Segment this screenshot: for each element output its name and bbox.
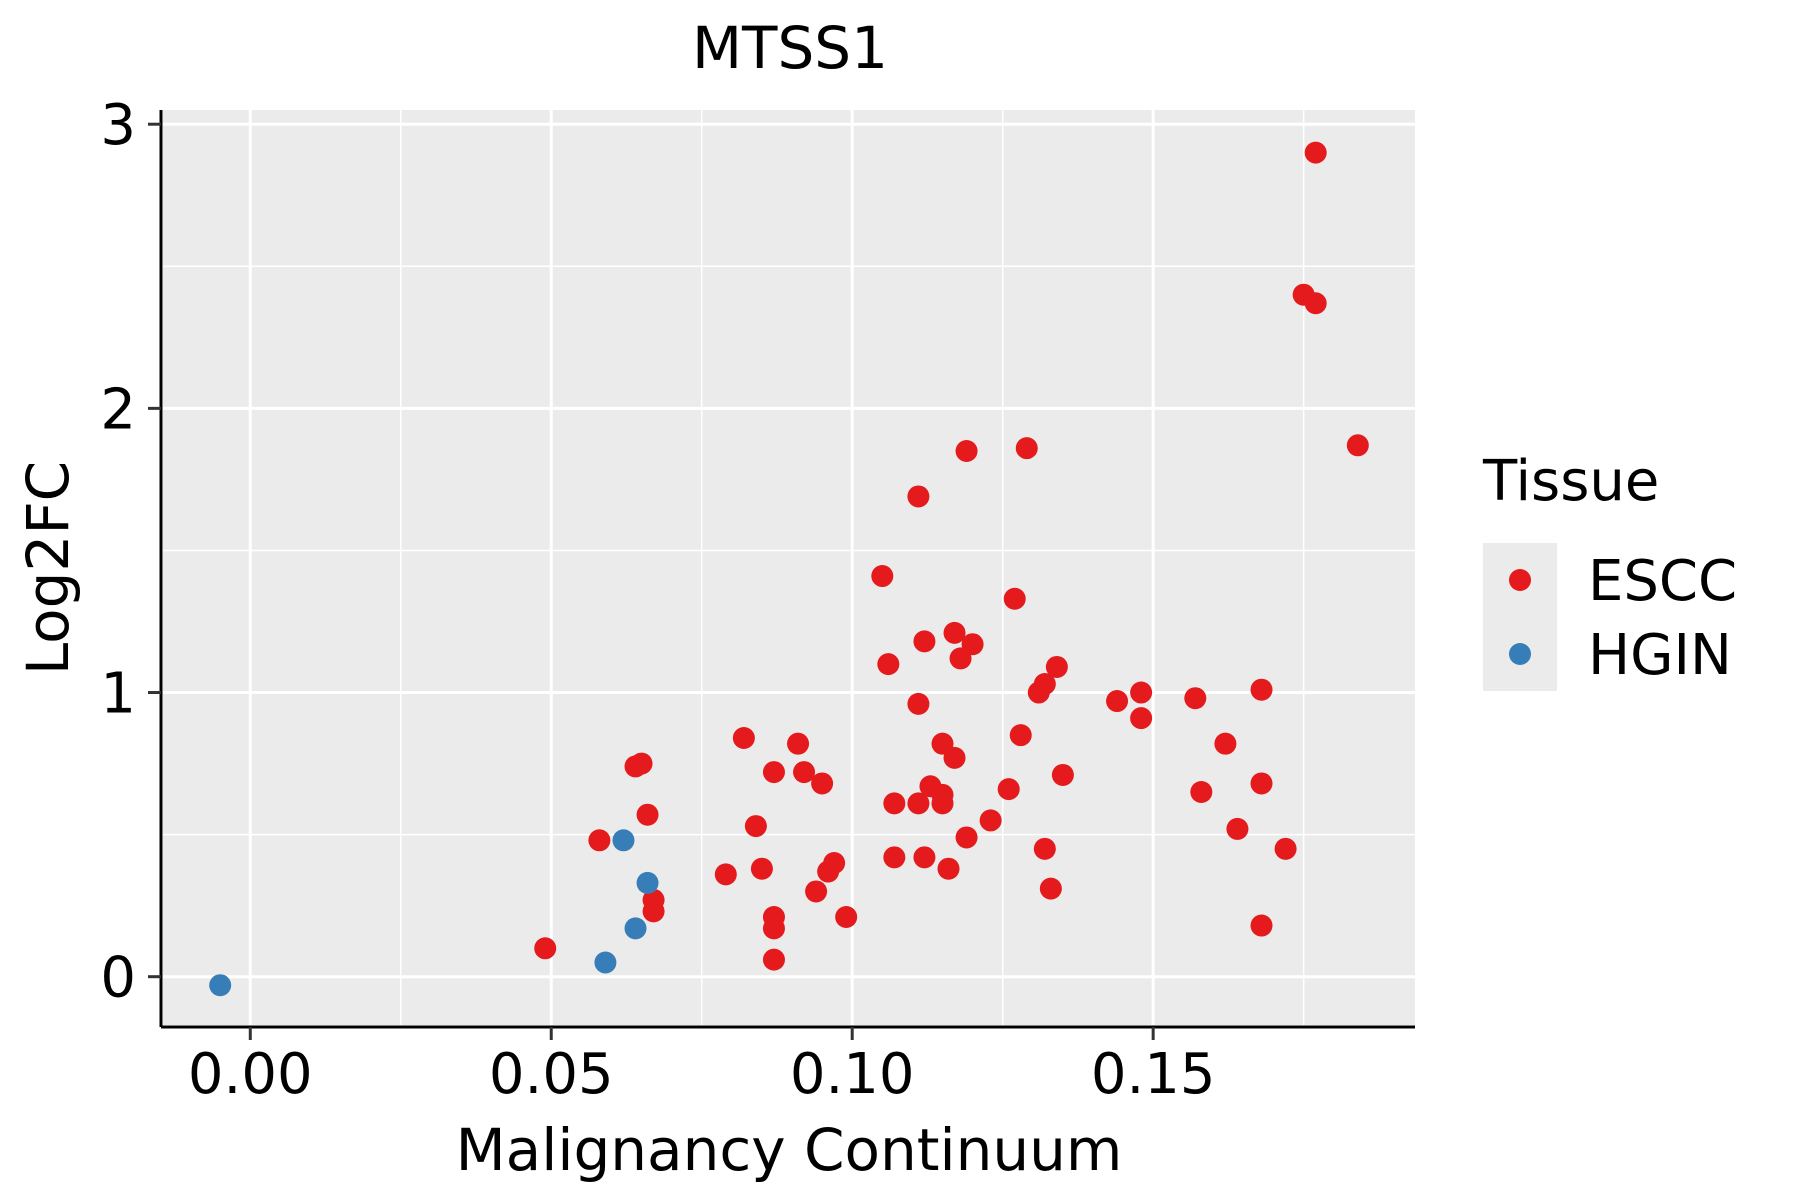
y-tick-label: 1: [100, 662, 136, 727]
data-point-hgin: [594, 951, 617, 974]
data-point-hgin: [209, 974, 232, 997]
data-point-escc: [793, 761, 816, 784]
data-point-escc: [871, 565, 894, 588]
data-point-escc: [744, 815, 767, 838]
y-tick-label: 0: [100, 946, 136, 1011]
data-point-escc: [1346, 434, 1369, 457]
data-point-escc: [805, 880, 828, 903]
data-point-escc: [811, 772, 834, 795]
data-point-escc: [1045, 655, 1068, 678]
data-point-escc: [1304, 292, 1327, 315]
data-point-escc: [588, 829, 611, 852]
data-point-escc: [979, 809, 1002, 832]
legend-label-escc: ESCC: [1588, 549, 1737, 614]
data-point-escc: [835, 906, 858, 929]
data-point-escc: [787, 732, 810, 755]
x-tick-label: 0.10: [790, 1042, 915, 1107]
data-point-escc: [943, 746, 966, 769]
data-point-escc: [883, 846, 906, 869]
data-point-escc: [534, 937, 557, 960]
data-point-escc: [1051, 763, 1074, 786]
data-point-escc: [1226, 817, 1249, 840]
data-point-escc: [907, 692, 930, 715]
x-tick-label: 0.15: [1091, 1042, 1216, 1107]
grid-major-lines: [163, 110, 1415, 1025]
data-point-escc: [961, 633, 984, 656]
x-tick-label: 0.05: [489, 1042, 614, 1107]
data-point-escc: [1015, 437, 1038, 460]
y-tick-label: 2: [100, 377, 136, 442]
data-point-escc: [931, 792, 954, 815]
data-point-escc: [732, 726, 755, 749]
y-tick-label: 3: [100, 93, 136, 158]
data-point-escc: [1039, 877, 1062, 900]
data-point-escc: [762, 917, 785, 940]
data-point-escc: [1274, 837, 1297, 860]
data-point-escc: [913, 630, 936, 653]
data-point-escc: [1033, 673, 1056, 696]
data-point-escc: [1130, 681, 1153, 704]
data-point-escc: [907, 792, 930, 815]
data-point-escc: [955, 439, 978, 462]
data-point-escc: [907, 485, 930, 508]
data-point-escc: [1214, 732, 1237, 755]
data-point-escc: [1250, 678, 1273, 701]
data-point-hgin: [636, 871, 659, 894]
data-point-escc: [883, 792, 906, 815]
legend-key-escc: [1509, 569, 1531, 591]
legend-label-hgin: HGIN: [1588, 623, 1732, 688]
data-point-escc: [1130, 707, 1153, 730]
data-point-escc: [1003, 587, 1026, 610]
x-tick-label: 0.00: [188, 1042, 313, 1107]
x-axis-title: Malignancy Continuum: [456, 1116, 1123, 1184]
data-point-hgin: [624, 917, 647, 940]
data-point-escc: [877, 653, 900, 676]
legend-key-background: [1483, 543, 1557, 691]
data-point-escc: [1250, 914, 1273, 937]
data-point-escc: [714, 863, 737, 886]
data-point-escc: [913, 846, 936, 869]
data-point-escc: [823, 852, 846, 875]
data-point-escc: [1304, 141, 1327, 164]
x-axis-ticks: 0.00 0.05 0.10 0.15: [188, 1027, 1216, 1107]
data-point-escc: [1184, 687, 1207, 710]
data-point-escc: [955, 826, 978, 849]
data-point-escc: [1009, 724, 1032, 747]
legend-key-hgin: [1509, 643, 1531, 665]
data-point-hgin: [612, 829, 635, 852]
y-axis-title: Log2FC: [14, 461, 82, 675]
data-point-escc: [750, 857, 773, 880]
data-point-escc: [630, 752, 653, 775]
data-point-escc: [642, 900, 665, 923]
data-point-escc: [636, 803, 659, 826]
data-point-escc: [997, 778, 1020, 801]
data-points: [209, 141, 1369, 997]
y-axis-ticks: 0 1 2 3: [100, 93, 161, 1011]
data-point-escc: [1250, 772, 1273, 795]
data-point-escc: [1106, 690, 1129, 713]
data-point-escc: [762, 948, 785, 971]
grid-minor-lines: [163, 110, 1415, 1025]
data-point-escc: [1033, 837, 1056, 860]
chart-title: MTSS1: [692, 14, 888, 82]
data-point-escc: [943, 621, 966, 644]
data-point-escc: [937, 857, 960, 880]
legend: Tissue ESCC HGIN: [1482, 449, 1737, 691]
data-point-escc: [1190, 780, 1213, 803]
legend-title: Tissue: [1482, 449, 1659, 514]
plot-panel: [163, 110, 1415, 1025]
data-point-escc: [762, 761, 785, 784]
